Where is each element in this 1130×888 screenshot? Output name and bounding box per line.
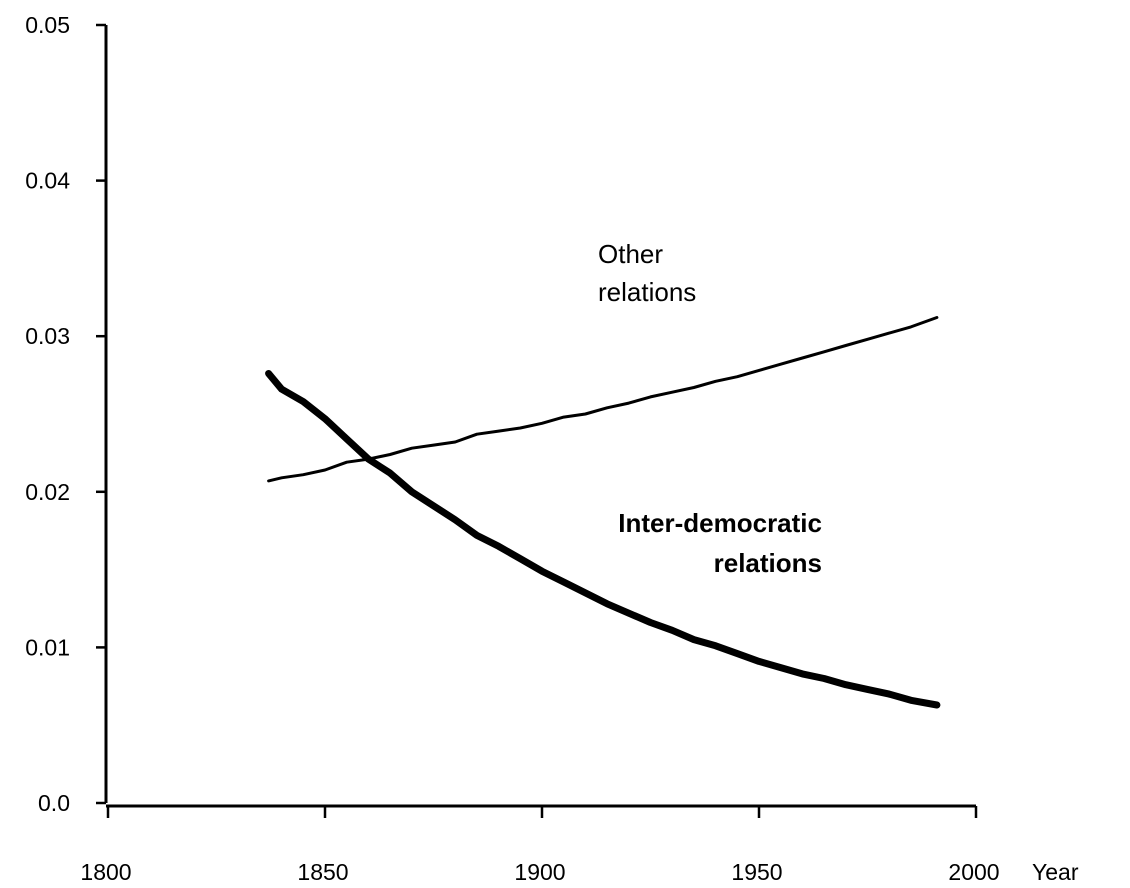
y-tick-label: 0.05	[25, 12, 70, 38]
y-tick-label: 0.02	[25, 479, 70, 505]
x-tick-label: 1900	[514, 859, 565, 885]
inter-democratic-relations-line	[265, 370, 941, 709]
axes: 0.0 0.01 0.02 0.03 0.04 0.05 1800 1850 1900 1950 2…	[25, 12, 1079, 885]
series-layer	[265, 316, 941, 709]
x-axis-title: Year	[1032, 859, 1079, 885]
x-tick-label: 1850	[297, 859, 348, 885]
other-relations-label: Other relations	[598, 239, 696, 307]
inter-democratic-relations-label: Inter-democratic relations	[618, 508, 822, 578]
y-tick-label: 0.0	[38, 790, 70, 816]
y-tick-label: 0.04	[25, 168, 70, 194]
inter-democratic-relations-label-line-2: relations	[714, 548, 822, 578]
other-relations-label-line-2: relations	[598, 277, 696, 307]
x-tick-label: 1800	[80, 859, 131, 885]
x-tick-label: 1950	[731, 859, 782, 885]
inter-democratic-relations-label-line-1: Inter-democratic	[618, 508, 822, 538]
y-tick-label: 0.03	[25, 323, 70, 349]
y-tick-label: 0.01	[25, 634, 70, 660]
labels-layer: Other relations Inter-democratic relations	[598, 239, 822, 578]
x-tick-label: 2000	[948, 859, 999, 885]
other-relations-label-line-1: Other	[598, 239, 663, 269]
